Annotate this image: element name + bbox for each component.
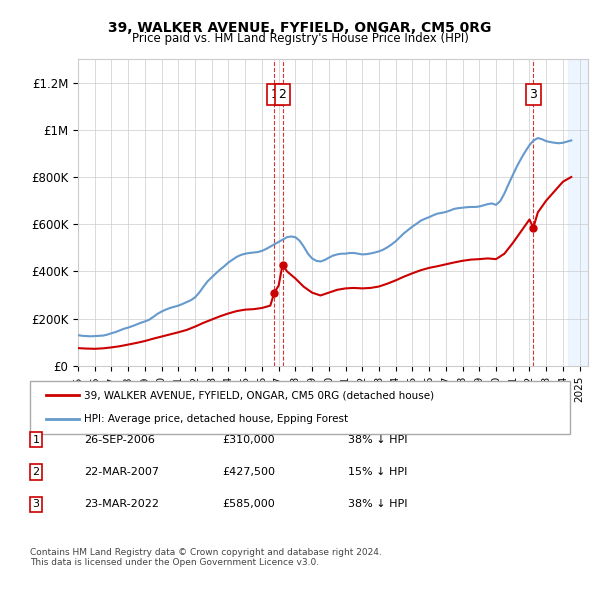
Text: 39, WALKER AVENUE, FYFIELD, ONGAR, CM5 0RG (detached house): 39, WALKER AVENUE, FYFIELD, ONGAR, CM5 0… — [84, 391, 434, 401]
Text: Contains HM Land Registry data © Crown copyright and database right 2024.
This d: Contains HM Land Registry data © Crown c… — [30, 548, 382, 567]
Text: 38% ↓ HPI: 38% ↓ HPI — [348, 435, 407, 444]
Text: 39, WALKER AVENUE, FYFIELD, ONGAR, CM5 0RG: 39, WALKER AVENUE, FYFIELD, ONGAR, CM5 0… — [109, 21, 491, 35]
Text: 22-MAR-2007: 22-MAR-2007 — [84, 467, 159, 477]
Text: 1: 1 — [32, 435, 40, 444]
Text: £427,500: £427,500 — [222, 467, 275, 477]
Bar — [568, 59, 588, 366]
Text: Price paid vs. HM Land Registry's House Price Index (HPI): Price paid vs. HM Land Registry's House … — [131, 32, 469, 45]
FancyBboxPatch shape — [30, 381, 570, 434]
Text: 2: 2 — [278, 88, 286, 101]
Text: 38% ↓ HPI: 38% ↓ HPI — [348, 500, 407, 509]
Text: 15% ↓ HPI: 15% ↓ HPI — [348, 467, 407, 477]
Text: 2: 2 — [32, 467, 40, 477]
Text: 23-MAR-2022: 23-MAR-2022 — [84, 500, 159, 509]
Text: £585,000: £585,000 — [222, 500, 275, 509]
Text: 1: 1 — [271, 88, 278, 101]
Text: 3: 3 — [32, 500, 40, 509]
Text: 26-SEP-2006: 26-SEP-2006 — [84, 435, 155, 444]
Text: £310,000: £310,000 — [222, 435, 275, 444]
Text: 3: 3 — [529, 88, 537, 101]
Text: HPI: Average price, detached house, Epping Forest: HPI: Average price, detached house, Eppi… — [84, 414, 348, 424]
